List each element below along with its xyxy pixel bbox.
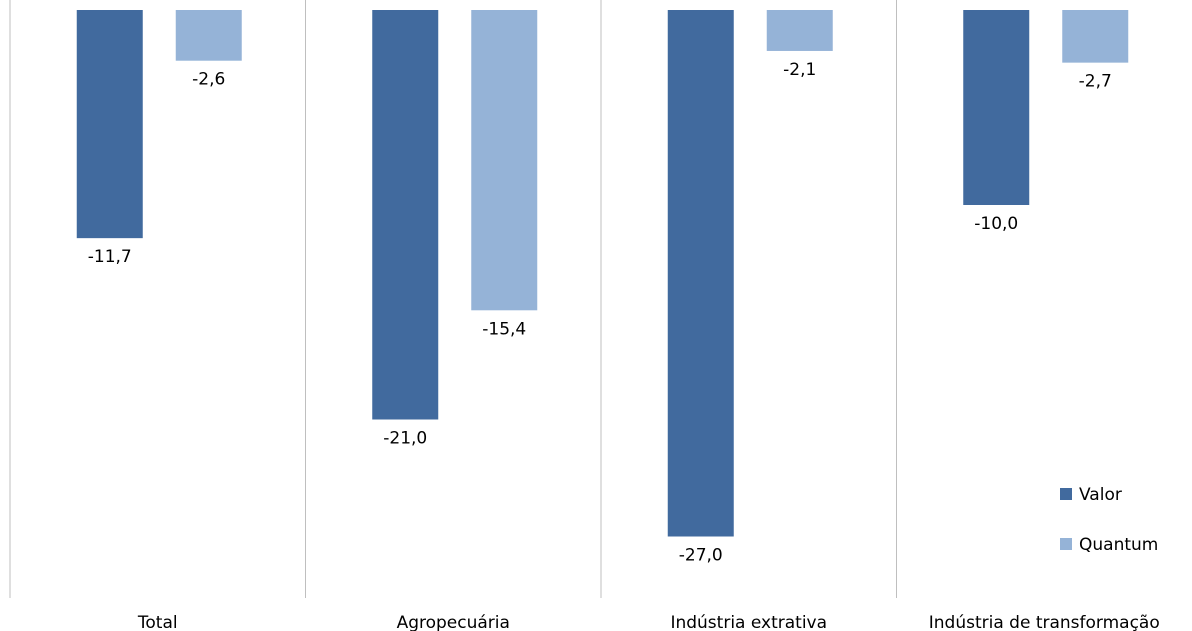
data-label-quantum-3: -2,1 — [783, 60, 816, 80]
bar-quantum-3 — [766, 10, 833, 51]
legend-label-quantum: Quantum — [1079, 535, 1158, 555]
legend-swatch-quantum — [1060, 538, 1072, 550]
data-label-quantum-4: -2,7 — [1079, 72, 1112, 92]
bars-group — [76, 10, 1129, 537]
data-label-valor-3: -27,0 — [679, 546, 723, 566]
bar-valor-1 — [76, 10, 143, 239]
category-separators — [9, 0, 897, 598]
data-label-quantum-1: -2,6 — [192, 70, 225, 90]
category-label-3: Indústria extrativa — [670, 613, 827, 631]
bar-quantum-1 — [175, 10, 242, 61]
data-label-valor-2: -21,0 — [383, 429, 427, 449]
data-label-quantum-2: -15,4 — [482, 319, 526, 339]
category-labels-group: Total Agropecuária Indústria extrativa Indú… — [137, 613, 1160, 631]
legend-label-valor: Valor — [1079, 485, 1122, 505]
category-label-2: Agropecuária — [397, 613, 510, 631]
legend-swatch-valor — [1060, 488, 1072, 500]
bar-valor-4 — [963, 10, 1030, 205]
bar-quantum-2 — [471, 10, 538, 311]
bar-valor-2 — [372, 10, 439, 420]
category-label-1: Total — [137, 613, 178, 631]
data-label-valor-1: -11,7 — [88, 247, 132, 267]
bar-valor-3 — [667, 10, 734, 537]
category-label-4: Indústria de transformação — [929, 613, 1160, 631]
data-label-valor-4: -10,0 — [974, 214, 1018, 234]
legend: Valor Quantum — [1060, 485, 1158, 555]
bar-quantum-4 — [1062, 10, 1129, 63]
data-labels-group: -11,7 -2,6 -21,0 -15,4 -27,0 -2,1 -10,0 -2,7 — [88, 60, 1112, 566]
